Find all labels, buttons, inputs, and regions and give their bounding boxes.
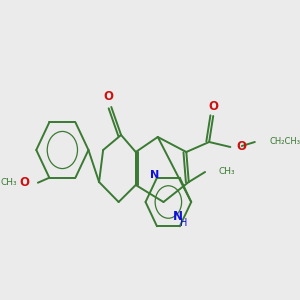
Text: CH₃: CH₃	[218, 167, 235, 176]
Text: O: O	[208, 100, 218, 112]
Text: CH₃: CH₃	[0, 178, 17, 187]
Text: N: N	[173, 210, 183, 223]
Text: CH₂CH₃: CH₂CH₃	[269, 137, 300, 146]
Text: N: N	[150, 170, 159, 180]
Text: O: O	[104, 91, 114, 103]
Text: O: O	[20, 176, 30, 189]
Text: O: O	[237, 140, 247, 154]
Text: H: H	[180, 218, 187, 228]
